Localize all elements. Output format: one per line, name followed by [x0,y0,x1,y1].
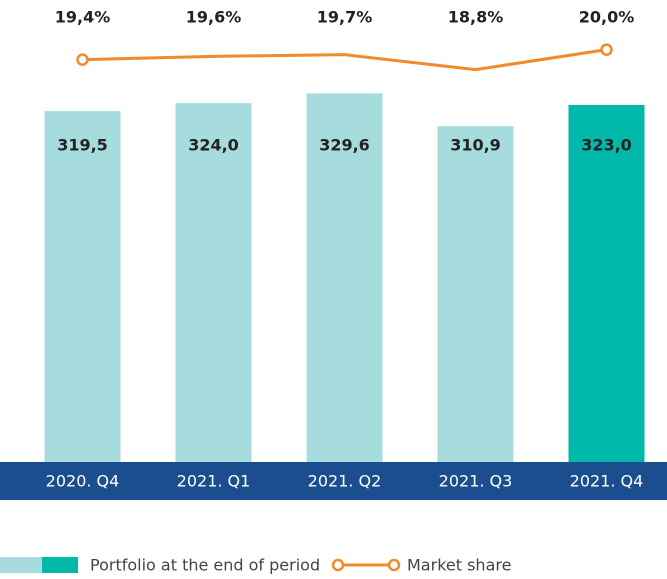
legend-label: Portfolio at the end of period [90,556,320,575]
bar-value-label: 310,9 [450,136,501,155]
legend-swatch [0,557,42,573]
bar-value-label: 323,0 [581,136,632,155]
x-tick-label: 2021. Q4 [570,472,644,491]
x-tick-label: 2021. Q2 [308,472,382,491]
line-value-label: 19,4% [55,8,111,27]
legend-marker [387,558,401,572]
legend-swatch [42,557,78,573]
line-value-label: 18,8% [448,8,504,27]
bar-value-label: 329,6 [319,136,370,155]
line-value-label: 20,0% [579,8,635,27]
x-tick-label: 2021. Q1 [177,472,251,491]
x-tick-label: 2020. Q4 [46,472,120,491]
x-tick-label: 2021. Q3 [439,472,513,491]
line-marker [76,53,89,66]
bar [437,126,514,462]
line-value-label: 19,6% [186,8,242,27]
bar-value-label: 324,0 [188,136,239,155]
line-marker [600,43,613,56]
category-band [0,462,667,500]
bar-value-label: 319,5 [57,136,108,155]
line [82,48,607,72]
legend-label: Market share [407,556,511,575]
line-value-label: 19,7% [317,8,373,27]
bar [306,93,383,462]
bar [44,111,121,462]
bar [175,103,252,463]
bar [568,104,645,463]
legend-marker [331,558,345,572]
